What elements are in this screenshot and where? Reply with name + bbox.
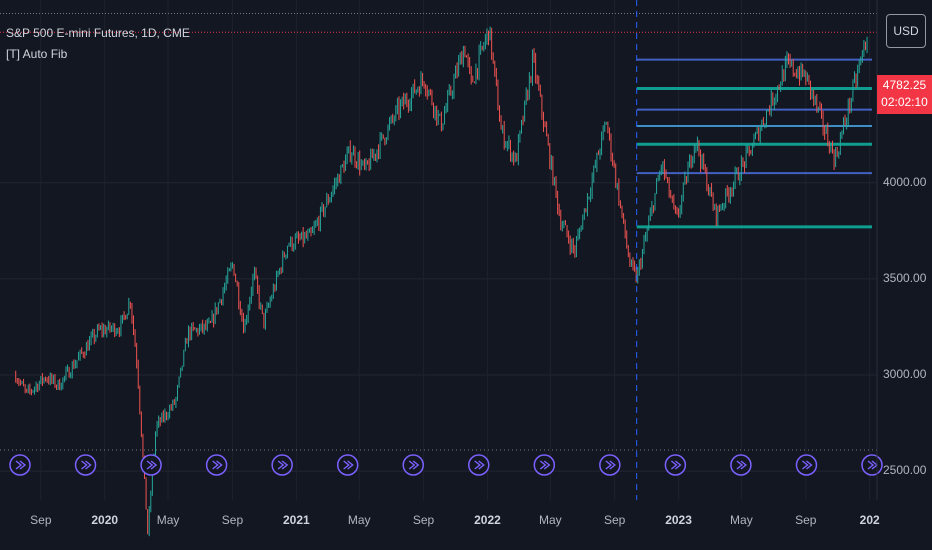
event-icon-glyph [408,460,420,470]
time-tick-label: 2023 [665,513,692,527]
time-tick-label: May [730,513,753,527]
last-price-value: 4782.25 [882,78,927,92]
event-icon[interactable] [664,454,687,476]
event-icon-glyph [605,460,616,470]
event-icon[interactable] [402,454,424,476]
time-tick-label: Sep [795,513,817,527]
event-icon-glyph [15,460,27,470]
time-tick-label: Sep [30,513,52,527]
time-tick-label: 2022 [474,513,501,527]
event-icon-glyph [277,460,289,470]
time-tick-label: May [347,513,371,527]
event-icon[interactable] [205,454,228,476]
time-tick-label: 2020 [91,513,119,527]
symbol-title: S&P 500 E-mini Futures, 1D, CME [6,26,190,40]
event-icon[interactable] [795,454,818,476]
price-tick-label: 2500.00 [883,463,927,478]
event-icon-glyph [736,460,748,470]
event-icon-glyph [212,460,223,470]
event-icon[interactable] [599,454,621,476]
bar-countdown: 02:02:10 [881,95,928,109]
event-icon[interactable] [271,454,293,476]
event-icon-glyph [81,460,92,470]
event-icon-glyph [539,460,551,470]
event-icon[interactable] [533,454,556,476]
event-icon[interactable] [336,454,359,476]
last-price-tag: 4782.25 02:02:10 [877,75,932,114]
currency-button[interactable]: USD [886,14,926,48]
time-tick-label: 202 [859,513,880,527]
event-icons-row[interactable] [9,454,883,476]
event-icon-glyph [802,460,813,470]
indicator-label[interactable]: [T] Auto Fib [6,47,68,61]
time-tick-label: Sep [603,513,626,527]
time-tick-label: May [538,513,562,527]
candlestick-series [15,26,868,537]
price-tick-label: 3500.00 [883,270,927,285]
price-tick-label: 3000.00 [883,367,927,381]
event-icon[interactable] [861,454,883,476]
time-tick-label: Sep [221,513,244,527]
time-tick-label: Sep [412,513,435,527]
reference-lines [0,0,877,500]
event-icon-glyph [146,460,158,470]
time-tick-label: 2021 [282,513,310,527]
event-icon-glyph [474,460,485,470]
grid-lines [0,0,877,500]
event-icon-glyph [670,460,682,470]
time-tick-label: May [156,513,180,527]
event-icon[interactable] [9,454,31,476]
event-icon[interactable] [140,454,162,476]
event-icon[interactable] [74,454,97,476]
event-icon[interactable] [730,454,752,476]
price-tick-label: 4000.00 [883,174,927,189]
event-icon[interactable] [468,454,490,476]
event-icon-glyph [343,460,354,470]
